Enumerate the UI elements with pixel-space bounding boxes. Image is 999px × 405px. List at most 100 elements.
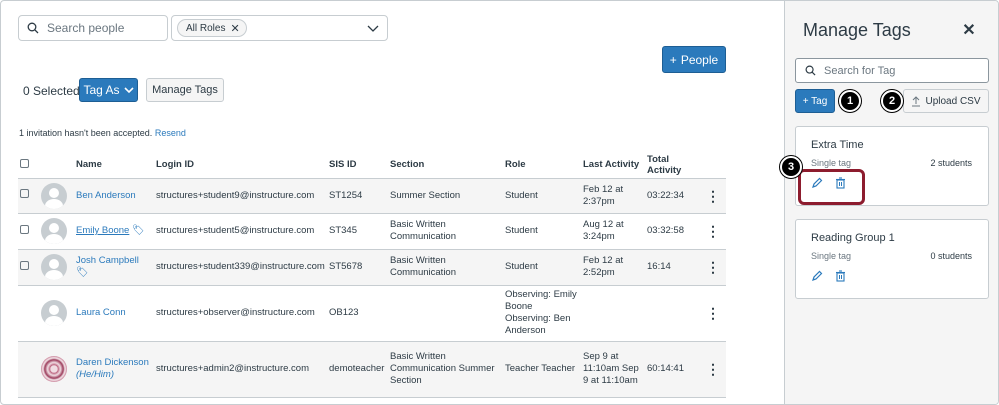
more-options-icon[interactable]: ⋮ — [700, 213, 726, 250]
last-activity: Feb 12 at 2:37pm — [581, 178, 645, 214]
invitation-text: 1 invitation hasn't been accepted. — [19, 128, 153, 138]
remove-chip-icon[interactable]: ✕ — [230, 22, 240, 35]
header-sis: SIS ID — [327, 152, 388, 179]
people-page: Search people All Roles ✕ + People 0 Selec… — [1, 1, 784, 404]
total-activity: 03:22:34 — [645, 178, 700, 214]
manage-tags-panel: Manage Tags ✕ Search for Tag + Tag Uploa… — [784, 1, 998, 404]
section: Basic Written Communication — [388, 249, 503, 286]
total-activity: 60:14:41 — [645, 341, 700, 398]
panel-title: Manage Tags — [803, 20, 911, 40]
user-name-link[interactable]: Laura Conn — [76, 307, 126, 318]
search-placeholder: Search people — [47, 21, 125, 35]
upload-csv-button[interactable]: Upload CSV — [903, 89, 989, 113]
search-tag-placeholder: Search for Tag — [824, 64, 896, 77]
callout-highlight — [798, 169, 865, 205]
invitation-notice: 1 invitation hasn't been accepted. Resen… — [19, 128, 186, 138]
search-people-input[interactable]: Search people — [18, 15, 168, 41]
search-icon — [805, 65, 816, 76]
row-checkbox[interactable] — [20, 260, 29, 270]
selected-count: 0 Selected — [23, 84, 80, 98]
login-id: structures+student5@instructure.com — [154, 213, 327, 250]
upload-icon — [912, 95, 921, 106]
add-tag-button[interactable]: + Tag — [795, 89, 835, 113]
resend-link[interactable]: Resend — [154, 128, 186, 138]
trash-icon[interactable] — [835, 270, 846, 282]
header-role: Role — [503, 152, 581, 179]
table-row[interactable]: Ben Anderson structures+student9@instruc… — [18, 178, 726, 214]
user-name-link[interactable]: Ben Anderson — [76, 189, 136, 201]
total-activity: 16:14 — [645, 249, 700, 286]
avatar — [41, 300, 67, 326]
sis-id: demoteacher — [327, 341, 388, 398]
section: Basic Written Communication — [388, 213, 503, 250]
add-people-label: People — [680, 52, 719, 67]
add-people-button[interactable]: + People — [662, 46, 726, 73]
sis-id: OB123 — [327, 285, 388, 342]
avatar — [41, 254, 67, 280]
more-options-icon[interactable]: ⋮ — [700, 341, 726, 398]
role-chip-label: All Roles — [186, 22, 226, 34]
avatar — [41, 218, 67, 244]
login-id: structures+observer@instructure.com — [154, 285, 327, 342]
tag-icon: 🏷 — [131, 225, 145, 236]
plus-icon: + — [669, 52, 677, 67]
header-section: Section — [388, 152, 503, 179]
login-id: structures+student9@instructure.com — [154, 178, 327, 214]
role: Student — [503, 249, 581, 286]
callout-badge-2: 2 — [881, 90, 903, 112]
edit-pencil-icon[interactable] — [811, 177, 823, 189]
table-row[interactable]: Emily Boone 🏷 structures+student5@instru… — [18, 213, 726, 250]
section — [388, 285, 503, 342]
row-checkbox[interactable] — [20, 189, 29, 198]
more-options-icon[interactable]: ⋮ — [700, 285, 726, 342]
tag-card: Extra Time Single tag 2 students — [795, 126, 989, 206]
last-activity: Sep 9 at 11:10am Sep 9 at 11:10am — [581, 341, 645, 398]
total-activity — [645, 285, 700, 342]
sis-id: ST1254 — [327, 178, 388, 214]
user-name-link[interactable]: Josh Campbell — [76, 255, 139, 266]
callout-badge-3: 3 — [780, 156, 802, 178]
chevron-down-icon[interactable] — [367, 22, 379, 34]
row-checkbox[interactable] — [20, 224, 29, 234]
role-chip[interactable]: All Roles ✕ — [177, 19, 247, 37]
tag-name: Extra Time — [811, 139, 864, 151]
more-options-icon[interactable]: ⋮ — [700, 249, 726, 286]
table-header-row: Name Login ID SIS ID Section Role Last A… — [18, 152, 726, 179]
search-tag-input[interactable]: Search for Tag — [795, 58, 989, 83]
callout-badge-1: 1 — [839, 90, 861, 112]
upload-csv-label: Upload CSV — [925, 95, 981, 107]
login-id: structures+admin2@instructure.com — [154, 341, 327, 398]
last-activity — [581, 285, 645, 342]
tag-as-label: Tag As — [83, 83, 120, 97]
tag-type: Single tag — [811, 251, 852, 261]
tag-count: 2 students — [930, 158, 972, 168]
avatar — [41, 356, 67, 382]
table-row[interactable]: Josh Campbell 🏷 structures+student339@ins… — [18, 249, 726, 286]
role: Student — [503, 178, 581, 214]
roles-select[interactable]: All Roles ✕ — [171, 15, 388, 41]
table-row[interactable]: Daren Dickenson (He/Him) structures+admin… — [18, 341, 726, 398]
section: Summer Section — [388, 178, 503, 214]
more-options-icon[interactable]: ⋮ — [700, 178, 726, 214]
table-row[interactable]: Laura Conn structures+observer@instructu… — [18, 285, 726, 342]
header-login: Login ID — [154, 152, 327, 179]
header-last-activity: Last Activity — [581, 152, 645, 179]
user-name-link[interactable]: Emily Boone — [76, 225, 130, 236]
search-icon — [27, 22, 39, 34]
people-table: Name Login ID SIS ID Section Role Last A… — [18, 152, 726, 398]
manage-tags-button[interactable]: Manage Tags — [146, 78, 224, 102]
trash-icon[interactable] — [835, 177, 846, 189]
role: Student — [503, 213, 581, 250]
edit-pencil-icon[interactable] — [811, 270, 823, 282]
tag-as-button[interactable]: Tag As — [79, 78, 138, 102]
section: Basic Written Communication Summer Secti… — [388, 341, 503, 398]
close-icon[interactable]: ✕ — [962, 22, 976, 39]
total-activity: 03:32:58 — [645, 213, 700, 250]
select-all-checkbox[interactable] — [20, 158, 29, 168]
user-name-link[interactable]: Daren Dickenson — [76, 357, 149, 368]
role: Teacher Teacher — [503, 341, 581, 398]
tag-type: Single tag — [811, 158, 852, 168]
login-id: structures+student339@instructure.com — [154, 249, 327, 286]
last-activity: Feb 12 at 2:52pm — [581, 249, 645, 286]
